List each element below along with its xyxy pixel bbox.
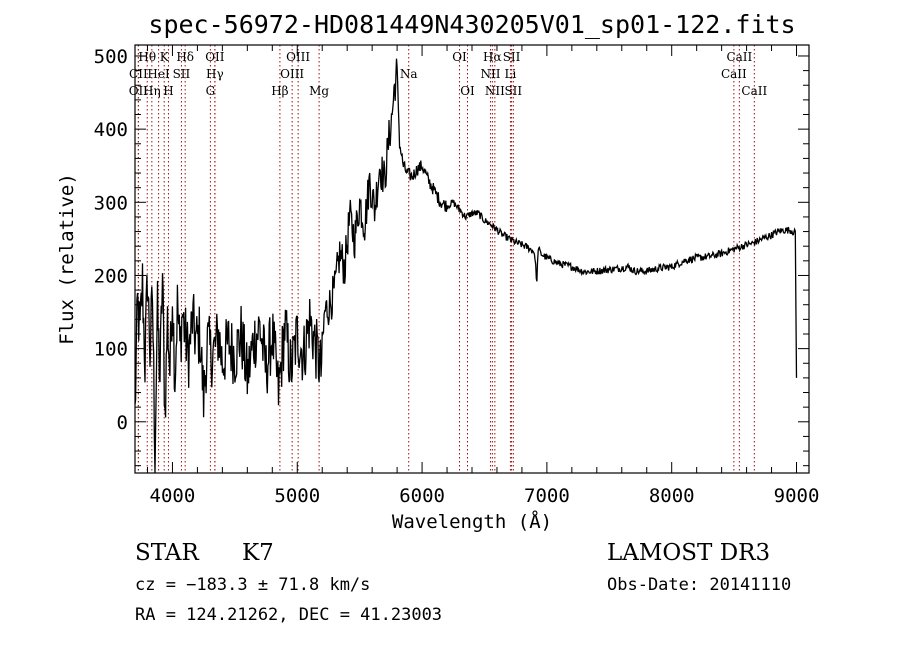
line-label-6: Hα bbox=[483, 50, 502, 64]
y-tick-label-3: 300 bbox=[94, 192, 128, 214]
x-tick-label-3: 7000 bbox=[524, 485, 570, 507]
line-label-20: H bbox=[163, 84, 173, 98]
line-label-2: Hδ bbox=[176, 50, 194, 64]
x-tick-label-0: 4000 bbox=[150, 485, 196, 507]
line-label-4: OIII bbox=[286, 50, 310, 64]
axis-tick-labels: 4000 5000 6000 7000 8000 9000 0 100 200 300 400 500 bbox=[94, 46, 820, 507]
line-label-14: Na bbox=[400, 67, 418, 81]
y-tick-label-0: 0 bbox=[117, 412, 128, 434]
line-label-1: K bbox=[160, 50, 170, 64]
line-label-16: Li bbox=[505, 67, 517, 81]
x-tick-label-5: 9000 bbox=[774, 485, 820, 507]
line-label-12: Hγ bbox=[206, 67, 224, 81]
y-axis-label: Flux (relative) bbox=[56, 173, 78, 345]
axis-ticks bbox=[135, 45, 809, 473]
spectral-subclass: K7 bbox=[242, 540, 274, 566]
spectrum-line bbox=[134, 58, 798, 474]
x-tick-label-2: 6000 bbox=[399, 485, 445, 507]
y-tick-label-2: 200 bbox=[94, 265, 128, 287]
plot-frame bbox=[134, 44, 810, 474]
object-type: STAR bbox=[135, 540, 199, 566]
x-tick-label-1: 5000 bbox=[274, 485, 320, 507]
emission-line-markers bbox=[137, 45, 755, 473]
line-label-5: OI bbox=[452, 50, 467, 64]
line-label-8: CaII bbox=[726, 50, 752, 64]
line-label-24: OI bbox=[460, 84, 475, 98]
y-tick-label-1: 100 bbox=[94, 339, 128, 361]
y-tick-label-4: 400 bbox=[94, 119, 128, 141]
y-tick-label-5: 500 bbox=[94, 46, 128, 68]
line-label-18: OII bbox=[129, 84, 149, 98]
line-label-27: CaII bbox=[741, 84, 767, 98]
line-label-15: NII bbox=[480, 67, 500, 81]
coordinates: RA = 124.21262, DEC = 41.23003 bbox=[135, 605, 442, 625]
line-label-19: Hη bbox=[143, 84, 161, 98]
line-label-17: CaII bbox=[721, 67, 747, 81]
x-axis-label: Wavelength (Å) bbox=[392, 510, 552, 533]
line-label-3: OII bbox=[205, 50, 225, 64]
line-label-21: G bbox=[206, 84, 216, 98]
x-tick-label-4: 8000 bbox=[649, 485, 695, 507]
line-label-22: Hβ bbox=[271, 84, 288, 98]
line-label-13: OIII bbox=[280, 67, 304, 81]
line-label-10: HeI bbox=[147, 67, 170, 81]
line-label-23: Mg bbox=[309, 84, 329, 98]
survey-name: LAMOST DR3 bbox=[607, 540, 770, 566]
observation-date: Obs-Date: 20141110 bbox=[607, 575, 791, 595]
line-label-9: CII bbox=[129, 67, 148, 81]
line-label-0: Hθ bbox=[138, 50, 156, 64]
line-label-11: SII bbox=[173, 67, 191, 81]
line-label-26: SII bbox=[504, 84, 522, 98]
redshift-value: cz = −183.3 ± 71.8 km/s bbox=[135, 575, 370, 595]
line-label-7: SII bbox=[503, 50, 521, 64]
chart-title: spec-56972-HD081449N430205V01_sp01-122.f… bbox=[148, 10, 795, 39]
line-label-25: NII bbox=[485, 84, 505, 98]
